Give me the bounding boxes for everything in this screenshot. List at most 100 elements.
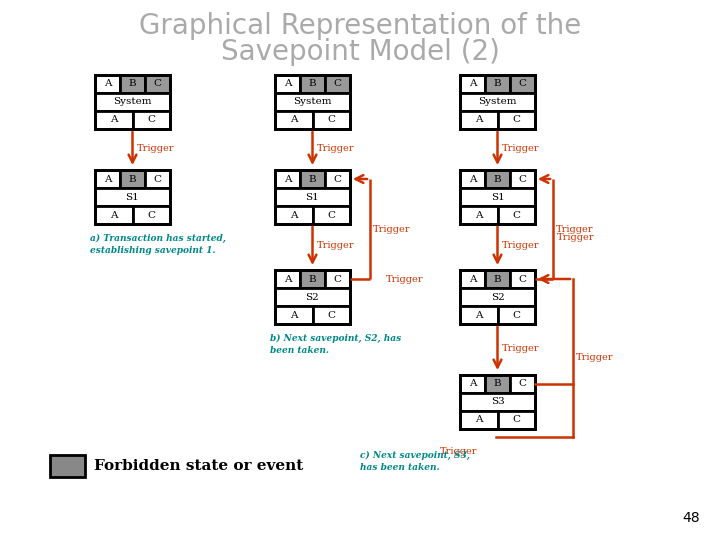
Bar — [460, 93, 535, 111]
Bar — [325, 270, 350, 288]
Text: A: A — [475, 415, 482, 424]
Bar — [460, 188, 535, 206]
Text: A: A — [284, 79, 292, 89]
Bar — [325, 75, 350, 93]
Text: B: B — [129, 174, 136, 184]
Bar — [275, 206, 312, 224]
Bar — [485, 75, 510, 93]
Bar — [312, 306, 350, 324]
Bar — [50, 455, 85, 477]
Text: System: System — [113, 98, 152, 106]
Bar — [485, 270, 510, 288]
Text: S1: S1 — [125, 192, 140, 201]
Text: Forbidden state or event: Forbidden state or event — [94, 459, 303, 473]
Text: establishing savepoint 1.: establishing savepoint 1. — [90, 246, 215, 255]
Bar — [460, 411, 498, 429]
Text: Trigger: Trigger — [502, 344, 539, 353]
Bar — [275, 270, 350, 324]
Bar — [460, 170, 535, 224]
Bar — [275, 306, 312, 324]
Bar — [300, 170, 325, 188]
Text: Trigger: Trigger — [317, 144, 354, 153]
Bar — [460, 306, 498, 324]
Text: S2: S2 — [490, 293, 505, 301]
Bar — [498, 306, 535, 324]
Text: A: A — [475, 310, 482, 320]
Bar — [275, 270, 300, 288]
Bar — [95, 170, 120, 188]
Bar — [460, 75, 485, 93]
Text: A: A — [104, 79, 112, 89]
Bar — [95, 206, 132, 224]
Text: A: A — [290, 116, 297, 125]
Text: A: A — [475, 116, 482, 125]
Bar — [120, 170, 145, 188]
Text: S1: S1 — [305, 192, 320, 201]
Text: C: C — [328, 116, 336, 125]
Text: A: A — [469, 174, 476, 184]
Bar — [460, 170, 485, 188]
Bar — [275, 93, 350, 111]
Text: C: C — [518, 79, 526, 89]
Bar — [460, 288, 535, 306]
Text: A: A — [110, 211, 117, 219]
Bar — [460, 375, 535, 429]
Text: Trigger: Trigger — [317, 241, 354, 251]
Text: C: C — [512, 211, 521, 219]
Bar — [510, 375, 535, 393]
Text: C: C — [153, 174, 161, 184]
Bar — [325, 170, 350, 188]
Text: B: B — [494, 274, 501, 284]
Bar — [460, 75, 535, 129]
Text: c) Next savepoint, S3,: c) Next savepoint, S3, — [360, 451, 470, 460]
Text: Trigger: Trigger — [576, 354, 613, 362]
Text: S2: S2 — [305, 293, 320, 301]
Text: A: A — [475, 211, 482, 219]
Bar — [498, 206, 535, 224]
Bar — [95, 188, 170, 206]
Text: A: A — [110, 116, 117, 125]
Bar — [460, 375, 485, 393]
Text: System: System — [478, 98, 517, 106]
Bar — [275, 170, 350, 224]
Bar — [460, 206, 498, 224]
Text: C: C — [518, 174, 526, 184]
Text: C: C — [148, 116, 156, 125]
Text: S1: S1 — [490, 192, 505, 201]
Text: Trigger: Trigger — [386, 274, 424, 284]
Bar — [95, 170, 170, 224]
Bar — [510, 170, 535, 188]
Text: C: C — [512, 116, 521, 125]
Text: A: A — [290, 310, 297, 320]
Text: B: B — [309, 174, 316, 184]
Text: C: C — [518, 274, 526, 284]
Text: Trigger: Trigger — [137, 144, 174, 153]
Text: A: A — [469, 274, 476, 284]
Text: C: C — [328, 310, 336, 320]
Text: Trigger: Trigger — [440, 447, 477, 456]
Text: S3: S3 — [490, 397, 505, 407]
Bar — [485, 170, 510, 188]
Text: Trigger: Trigger — [502, 144, 539, 153]
Text: C: C — [148, 211, 156, 219]
Bar — [275, 75, 350, 129]
Text: C: C — [153, 79, 161, 89]
Text: Trigger: Trigger — [557, 233, 595, 242]
Bar — [460, 393, 535, 411]
Bar — [300, 75, 325, 93]
Bar — [510, 270, 535, 288]
Bar — [485, 375, 510, 393]
Text: A: A — [284, 174, 292, 184]
Text: B: B — [494, 79, 501, 89]
Bar — [132, 111, 170, 129]
Bar — [95, 111, 132, 129]
Text: Trigger: Trigger — [502, 241, 539, 251]
Bar — [95, 75, 120, 93]
Bar — [95, 93, 170, 111]
Bar — [510, 75, 535, 93]
Text: Savepoint Model (2): Savepoint Model (2) — [220, 38, 500, 66]
Text: Trigger: Trigger — [373, 225, 410, 233]
Text: Graphical Representation of the: Graphical Representation of the — [139, 12, 581, 40]
Text: A: A — [104, 174, 112, 184]
Bar — [145, 170, 170, 188]
